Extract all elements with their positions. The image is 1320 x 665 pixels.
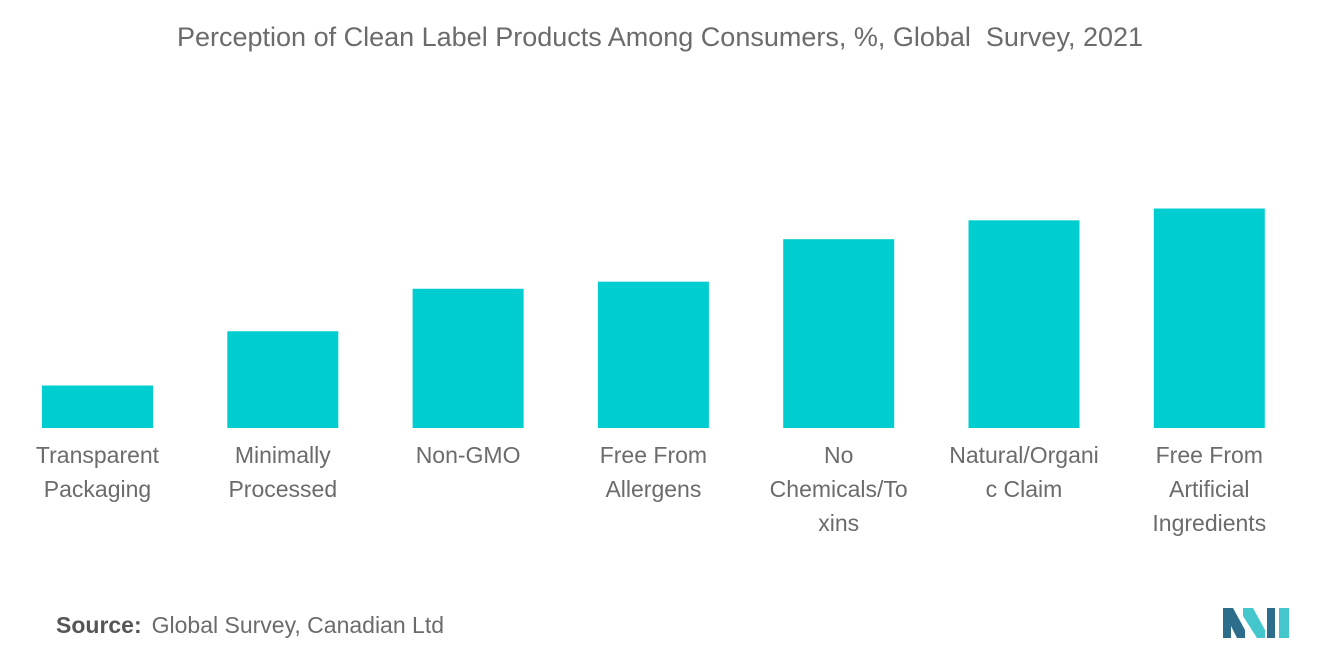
bar-chart: Transparent Packaging Minimally Processed No… [36, 208, 1266, 536]
bar-3 [597, 281, 709, 428]
category-label-0: Transparent Packaging [36, 442, 160, 502]
source-text: Global Survey, Canadian Ltd [151, 612, 445, 638]
category-label-3: Free From Allergens [600, 442, 707, 502]
category-label-1: Minimally Processed [228, 442, 337, 502]
bar-1 [227, 331, 339, 428]
chart-title: Perception of Clean Label Products Among… [176, 22, 1144, 52]
bar-5 [968, 220, 1080, 428]
bar-0 [42, 385, 153, 428]
bar-2 [412, 288, 524, 428]
bar-4 [783, 239, 895, 428]
category-label-5: Natural/Organi c Claim [949, 442, 1099, 502]
category-label-6: Free From Artificial Ingredients [1152, 442, 1266, 536]
mordor-intelligence-logo-icon [1223, 608, 1289, 638]
source-note: Source: Global Survey, Canadian Ltd [56, 612, 444, 639]
category-label-2: Non-GMO [416, 442, 521, 468]
source-label: Source: [56, 612, 142, 638]
category-label-4: No Chemicals/To xins [770, 442, 908, 536]
bar-6 [1153, 208, 1265, 428]
